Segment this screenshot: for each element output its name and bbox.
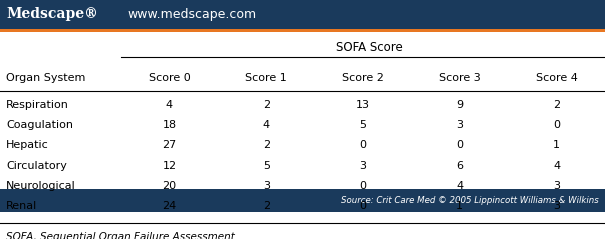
Text: 6: 6 xyxy=(456,161,463,171)
Text: 3: 3 xyxy=(359,161,367,171)
Text: 24: 24 xyxy=(162,201,177,211)
Text: Score 3: Score 3 xyxy=(439,73,481,83)
Text: Score 0: Score 0 xyxy=(148,73,191,83)
Text: 12: 12 xyxy=(162,161,177,171)
FancyBboxPatch shape xyxy=(0,189,605,212)
Text: 0: 0 xyxy=(456,141,463,151)
Text: SOFA Score: SOFA Score xyxy=(336,41,402,54)
Text: 4: 4 xyxy=(553,161,560,171)
Text: Coagulation: Coagulation xyxy=(6,120,73,130)
Text: 9: 9 xyxy=(456,100,463,110)
Text: 5: 5 xyxy=(359,120,367,130)
Text: 0: 0 xyxy=(359,181,367,191)
Text: 3: 3 xyxy=(456,120,463,130)
Text: Score 2: Score 2 xyxy=(342,73,384,83)
Text: 5: 5 xyxy=(263,161,270,171)
Text: Medscape®: Medscape® xyxy=(6,7,98,21)
Text: Score 1: Score 1 xyxy=(245,73,287,83)
Text: Source: Crit Care Med © 2005 Lippincott Williams & Wilkins: Source: Crit Care Med © 2005 Lippincott … xyxy=(341,196,599,205)
Text: 3: 3 xyxy=(553,201,560,211)
Text: 0: 0 xyxy=(359,141,367,151)
Text: Respiration: Respiration xyxy=(6,100,69,110)
Text: Neurological: Neurological xyxy=(6,181,76,191)
Text: 18: 18 xyxy=(162,120,177,130)
FancyBboxPatch shape xyxy=(0,0,605,29)
Text: 3: 3 xyxy=(553,181,560,191)
Text: 2: 2 xyxy=(263,141,270,151)
Text: 20: 20 xyxy=(162,181,177,191)
Text: Renal: Renal xyxy=(6,201,38,211)
Text: 27: 27 xyxy=(162,141,177,151)
Text: 1: 1 xyxy=(456,201,463,211)
Text: Hepatic: Hepatic xyxy=(6,141,49,151)
Text: 13: 13 xyxy=(356,100,370,110)
Text: www.medscape.com: www.medscape.com xyxy=(127,8,256,21)
Text: 4: 4 xyxy=(456,181,463,191)
Text: Score 4: Score 4 xyxy=(535,73,578,83)
Text: 0: 0 xyxy=(359,201,367,211)
Text: 4: 4 xyxy=(263,120,270,130)
Text: SOFA, Sequential Organ Failure Assessment.: SOFA, Sequential Organ Failure Assessmen… xyxy=(6,232,238,239)
Text: 1: 1 xyxy=(553,141,560,151)
Text: 2: 2 xyxy=(263,201,270,211)
Text: 0: 0 xyxy=(553,120,560,130)
FancyBboxPatch shape xyxy=(0,29,605,33)
Text: 4: 4 xyxy=(166,100,173,110)
Text: 2: 2 xyxy=(263,100,270,110)
Text: 3: 3 xyxy=(263,181,270,191)
Text: Circulatory: Circulatory xyxy=(6,161,67,171)
Text: 2: 2 xyxy=(553,100,560,110)
Text: Organ System: Organ System xyxy=(6,73,85,83)
